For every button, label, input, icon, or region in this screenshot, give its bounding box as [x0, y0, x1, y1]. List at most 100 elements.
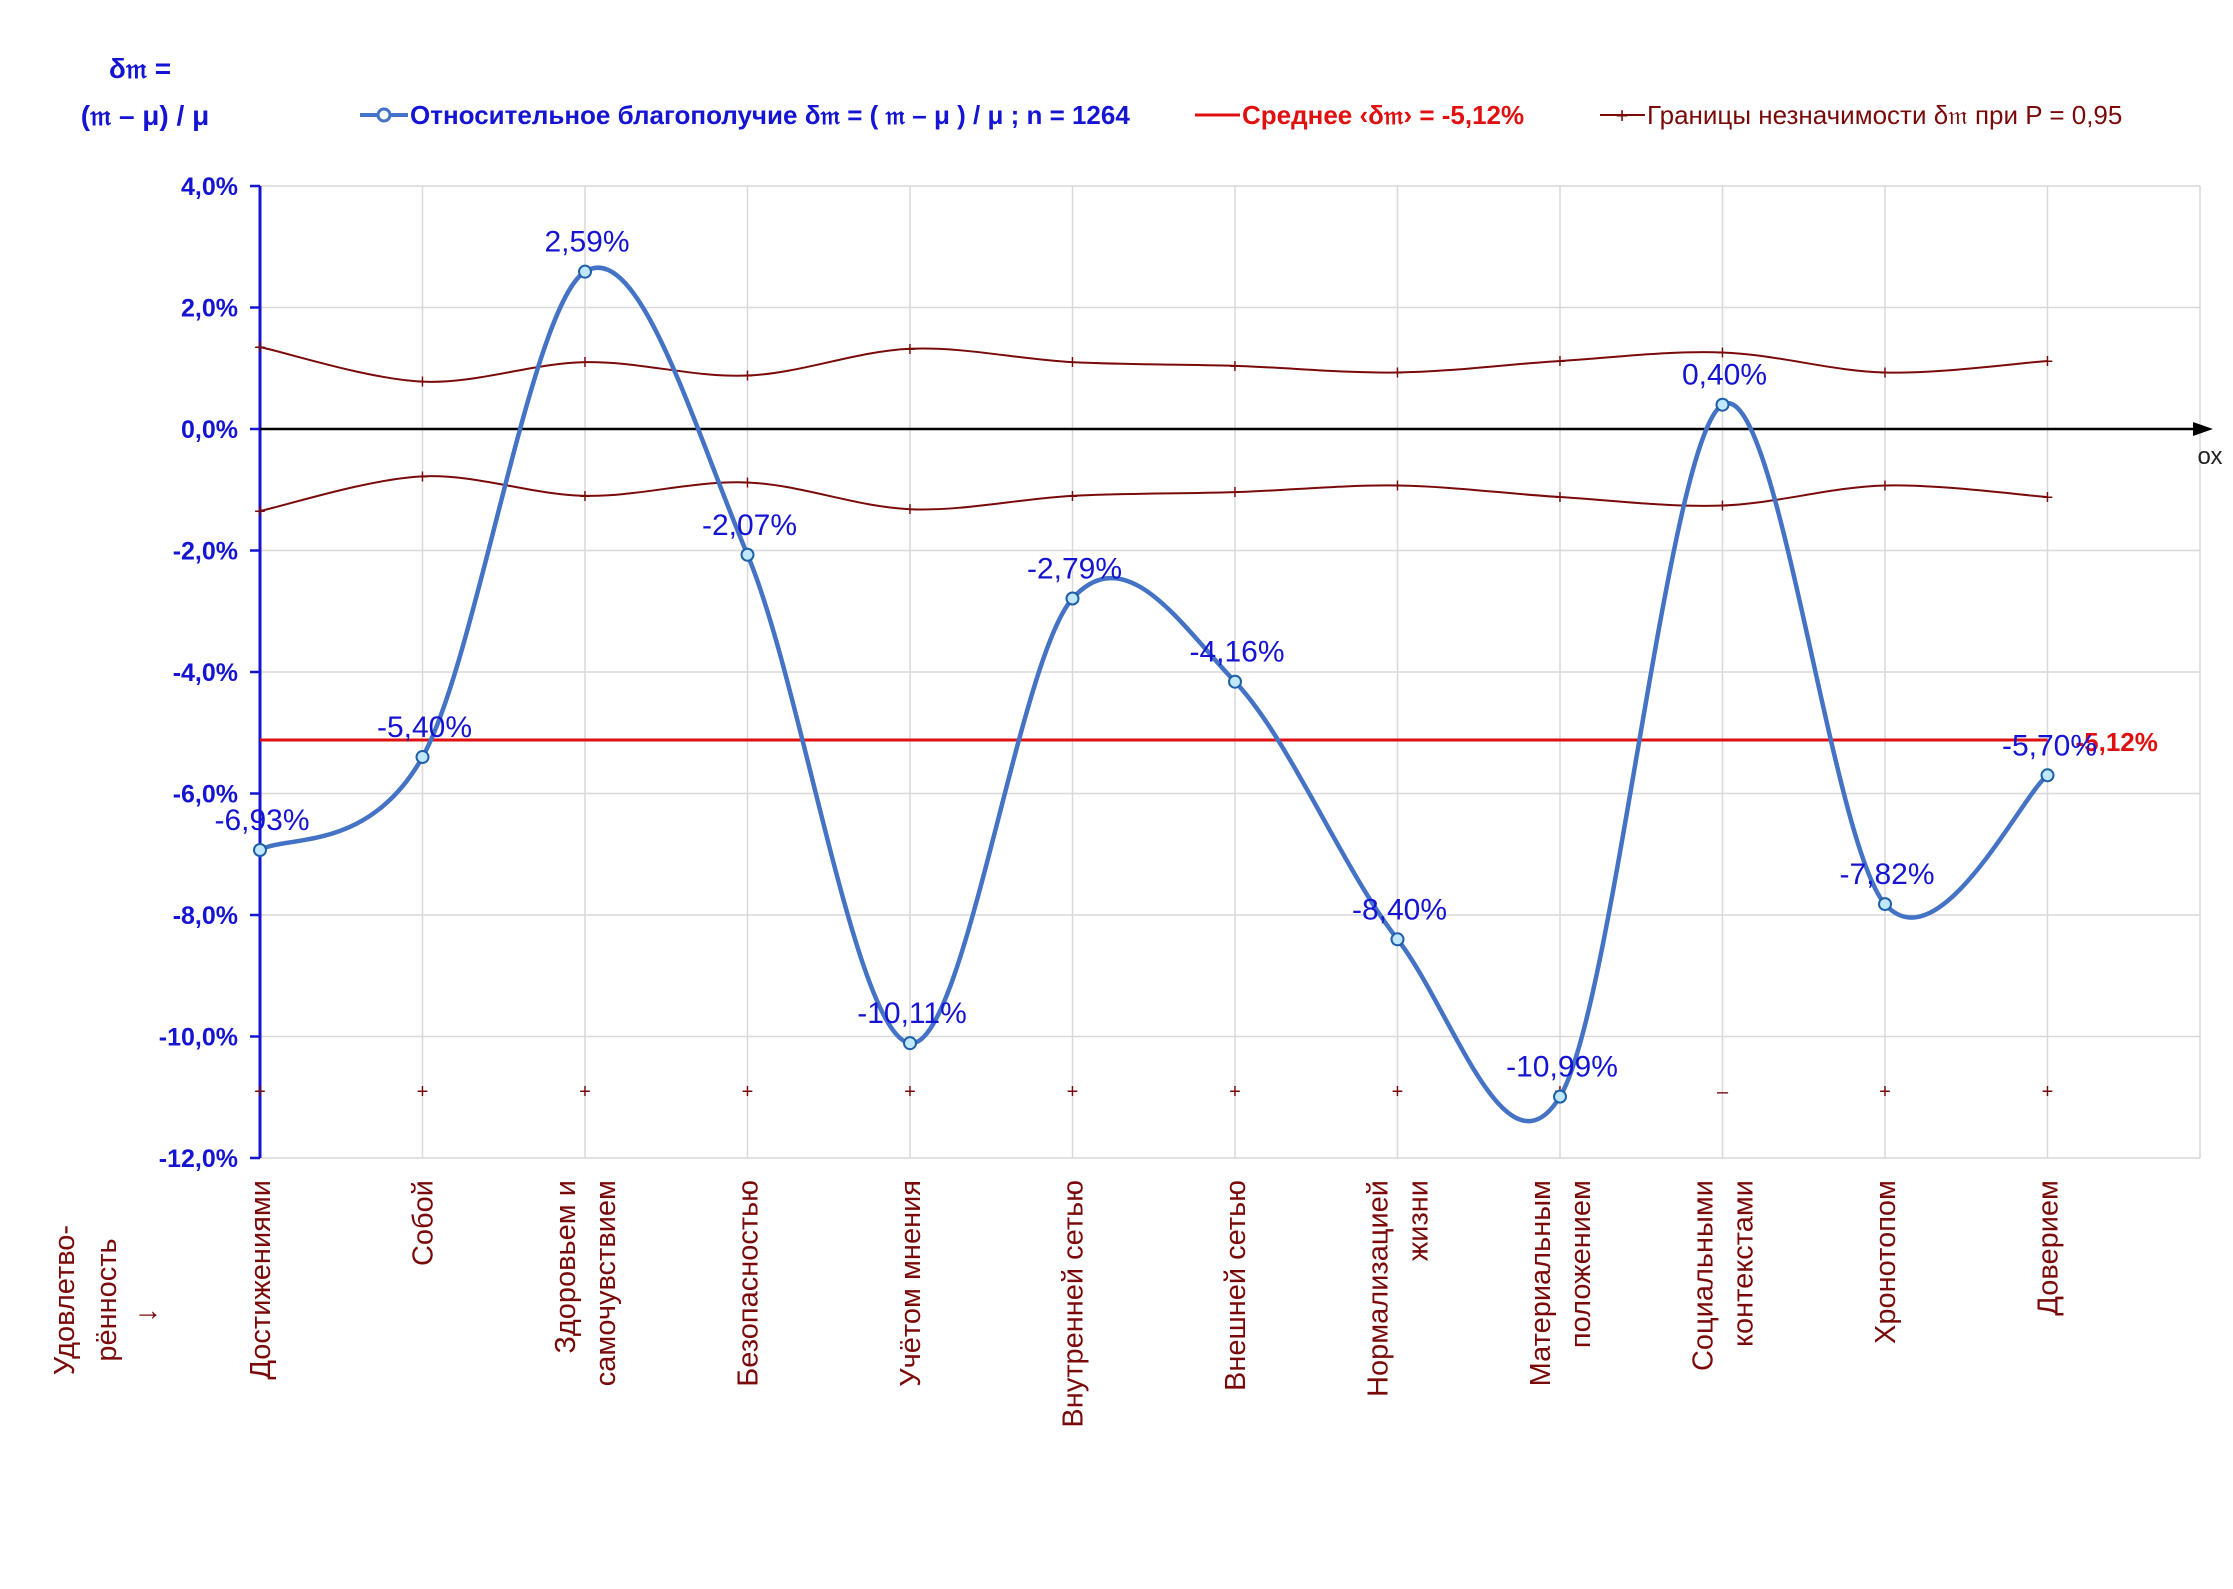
series-point — [578, 264, 592, 279]
legend-label-series: Относительное благополучие δ𝔪 = ( 𝔪 – μ … — [410, 100, 1130, 130]
bound-lower-marker: + — [1554, 487, 1566, 509]
category-label-line: жизни — [1403, 1180, 1435, 1261]
category-label-line: Безопасностью — [733, 1180, 765, 1387]
bound-upper-line — [259, 346, 2048, 383]
data-label: -4,16% — [1189, 636, 1284, 669]
category-label-line: Доверием — [2033, 1180, 2065, 1316]
bound-lower-marker: + — [1717, 496, 1729, 518]
bound-bottom-marker: – — [1717, 1081, 1729, 1103]
data-label: 0,40% — [1682, 359, 1767, 392]
legend-label-mean: Среднее ‹δ𝔪› = -5,12% — [1242, 100, 1524, 130]
series-point — [1715, 397, 1730, 412]
bound-bottom-marker: + — [1067, 1081, 1079, 1103]
series-point — [903, 1036, 917, 1051]
legend: Относительное благополучие δ𝔪 = ( 𝔪 – μ … — [360, 100, 2122, 130]
x-axis-title-arrow: → — [134, 1295, 163, 1327]
y-tick-label: -2,0% — [173, 538, 238, 566]
data-label: -7,82% — [1839, 858, 1934, 891]
bound-lower-line — [259, 475, 2048, 512]
bound-upper-marker: + — [1392, 363, 1404, 385]
category-label-line: Здоровьем и — [550, 1180, 582, 1354]
x-axis-title-line1: Удовлетво- — [49, 1225, 81, 1375]
data-label: -6,93% — [214, 804, 309, 837]
bound-upper-marker: + — [1067, 352, 1079, 374]
bound-bottom-marker: + — [579, 1081, 591, 1103]
bound-lower-marker: + — [579, 486, 591, 508]
bound-bottom-marker: + — [417, 1081, 429, 1103]
data-label: -5,40% — [377, 711, 472, 744]
mean-line-group: -5,12% — [260, 727, 2158, 757]
data-label: -5,70% — [2002, 729, 2097, 762]
legend-label-bounds: Границы незначимости δ𝔪 при P = 0,95 — [1647, 100, 2122, 130]
mean-line-label: -5,12% — [2076, 727, 2158, 757]
bound-lower-marker: + — [1392, 475, 1404, 497]
x-axis-end-label: ох — [2197, 443, 2222, 470]
series-point — [740, 547, 755, 562]
y-tick-label: -8,0% — [173, 902, 238, 930]
category-label: Учётом мнения — [895, 1180, 927, 1387]
y-tick-label: 2,0% — [181, 295, 238, 323]
bound-lower-marker: + — [1067, 486, 1079, 508]
bound-lower-marker: + — [1229, 482, 1241, 504]
data-label: -10,11% — [857, 997, 967, 1030]
bound-lower-marker: + — [1879, 475, 1891, 497]
y-axis-title-line1: δ𝔪 = — [109, 53, 171, 84]
y-tick-label: -6,0% — [173, 781, 238, 809]
category-label-line: Внешней сетью — [1220, 1180, 1252, 1391]
y-tick-label: -4,0% — [173, 659, 238, 687]
category-label: Нормализацией жизни — [1363, 1180, 1435, 1397]
bound-lower-marker: + — [742, 472, 754, 494]
bound-bottom-marker: + — [1392, 1081, 1404, 1103]
bound-bottom-marker: + — [742, 1081, 754, 1103]
y-tick-label: -12,0% — [159, 1145, 238, 1173]
bound-bottom-marker: + — [2042, 1081, 2054, 1103]
y-tick-label: 4,0% — [181, 173, 238, 201]
series-point — [1228, 674, 1242, 689]
category-label-line: контекстами — [1728, 1180, 1760, 1347]
y-tick-label: 0,0% — [181, 416, 238, 444]
y-axis: 4,0% 2,0% 0,0% -2,0% -4,0% -6,0% -8,0% -10,0% -1… — [159, 173, 262, 1173]
category-label-line: Хронотопом — [1870, 1180, 1902, 1344]
category-label: Собой — [408, 1180, 440, 1266]
category-label: Внутренней сетью — [1058, 1180, 1090, 1428]
category-label-line: положением — [1565, 1180, 1597, 1348]
category-label-line: Нормализацией — [1363, 1180, 1395, 1397]
category-label-line: самочувствием — [590, 1180, 622, 1386]
bound-upper-marker: + — [1554, 351, 1566, 373]
category-label: Достижениями — [245, 1180, 277, 1380]
bound-bottom-marker: + — [904, 1081, 916, 1103]
series-point — [415, 750, 430, 765]
series-point — [1553, 1089, 1567, 1104]
series-point — [253, 842, 267, 857]
bound-upper-marker: + — [579, 352, 591, 374]
legend-marker-bounds: + — [1616, 103, 1629, 128]
bound-upper-marker: + — [254, 337, 266, 359]
series-point — [2040, 768, 2055, 783]
bound-upper-marker: + — [742, 366, 754, 388]
bound-lower-marker: + — [904, 499, 916, 521]
series-point — [1065, 591, 1080, 606]
data-label: 2,59% — [544, 226, 629, 259]
bound-upper-marker: + — [2042, 351, 2054, 373]
data-label: -2,07% — [702, 509, 797, 542]
category-label: Материальным положением — [1525, 1180, 1597, 1386]
bound-upper-marker: + — [1879, 363, 1891, 385]
category-label: Хронотопом — [1870, 1180, 1902, 1344]
y-tick-label: -10,0% — [159, 1024, 238, 1052]
bound-bottom-marker: + — [254, 1081, 266, 1103]
data-label: -2,79% — [1027, 552, 1122, 585]
category-label: Внешней сетью — [1220, 1180, 1252, 1391]
bound-lower-marker: + — [417, 466, 429, 488]
main-series — [253, 264, 2055, 1124]
category-label-line: Достижениями — [245, 1180, 277, 1380]
series-line — [258, 265, 2049, 1124]
category-label: Здоровьем и самочувствием — [550, 1180, 622, 1386]
zero-axis-arrow — [2193, 422, 2213, 436]
bound-upper-marker: + — [1717, 342, 1729, 364]
series-point — [1390, 932, 1405, 947]
bound-bottom-marker: + — [1879, 1081, 1891, 1103]
data-label: -10,99% — [1506, 1051, 1618, 1084]
category-label-line: Материальным — [1525, 1180, 1557, 1386]
bound-upper-marker: + — [904, 339, 916, 361]
